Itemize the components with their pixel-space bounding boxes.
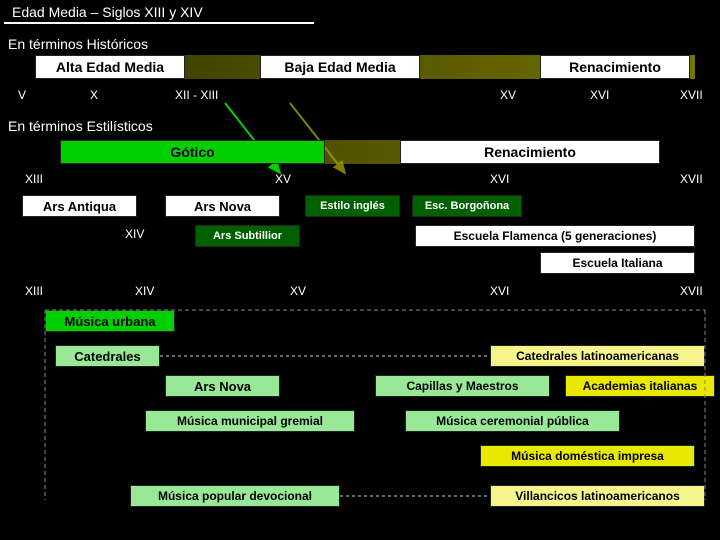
renacimiento-style: Renacimiento (400, 140, 660, 164)
esc-borgonona: Esc. Borgoñona (412, 195, 522, 217)
musica-urbana: Música urbana (45, 310, 175, 332)
popular: Música popular devocional (130, 485, 340, 507)
century-tick: XVII (680, 172, 703, 186)
century-tick: XIII (25, 284, 43, 298)
century-tick: XVII (680, 88, 703, 102)
ars-antiqua: Ars Antiqua (22, 195, 137, 217)
escuela-italiana: Escuela Italiana (540, 252, 695, 274)
century-tick: XV (500, 88, 516, 102)
century-tick: XV (290, 284, 306, 298)
ars-subtillior: Ars Subtillior (195, 225, 300, 247)
century-tick: XVII (680, 284, 703, 298)
century-tick: XIV (135, 284, 154, 298)
capillas: Capillas y Maestros (375, 375, 550, 397)
baja-edad-media: Baja Edad Media (260, 55, 420, 79)
century-tick: XV (275, 172, 291, 186)
alta-edad-media: Alta Edad Media (35, 55, 185, 79)
section-stylistic: En términos Estilísticos (0, 112, 161, 136)
century-tick: XII - XIII (175, 88, 218, 102)
century-tick: XVI (490, 284, 509, 298)
catedrales: Catedrales (55, 345, 160, 367)
century-tick: XIII (25, 172, 43, 186)
escuela-flamenca: Escuela Flamenca (5 generaciones) (415, 225, 695, 247)
section-historic: En términos Históricos (0, 30, 720, 54)
renacimiento-hist: Renacimiento (540, 55, 690, 79)
tick-xiv: XIV (125, 227, 144, 241)
century-tick: XVI (490, 172, 509, 186)
academias: Academias italianas (565, 375, 715, 397)
estilo-ingles: Estilo inglés (305, 195, 400, 217)
ars-nova: Ars Nova (165, 195, 280, 217)
century-tick: X (90, 88, 98, 102)
catedrales-lat: Catedrales latinoamericanas (490, 345, 705, 367)
century-tick: V (18, 88, 26, 102)
ceremonial: Música ceremonial pública (405, 410, 620, 432)
century-tick: XVI (590, 88, 609, 102)
page-title: Edad Media – Siglos XIII y XIV (4, 0, 314, 24)
domestica: Música doméstica impresa (480, 445, 695, 467)
municipal: Música municipal gremial (145, 410, 355, 432)
villancicos: Villancicos latinoamericanos (490, 485, 705, 507)
ars-nova-b: Ars Nova (165, 375, 280, 397)
gotico: Gótico (60, 140, 325, 164)
